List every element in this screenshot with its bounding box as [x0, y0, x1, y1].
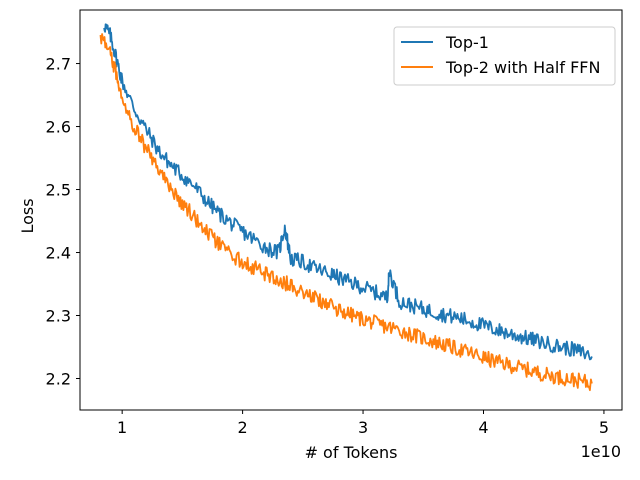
y-axis-label: Loss [18, 198, 37, 233]
legend-label: Top-1 [445, 33, 489, 52]
series-line-2 [99, 33, 593, 392]
legend: Top-1 Top-2 with Half FFN [393, 26, 616, 86]
legend-box [393, 26, 616, 86]
series-layer [99, 23, 593, 392]
x-offset-label: 1e10 [581, 442, 621, 461]
plot-frame [79, 9, 623, 411]
x-axis-label: # of Tokens [305, 443, 398, 462]
x-tick-label: 5 [599, 418, 609, 437]
x-axis: 1 2 3 4 5 [117, 410, 609, 437]
x-tick-label: 3 [358, 418, 368, 437]
x-tick-label: 2 [238, 418, 248, 437]
x-tick-label: 1 [117, 418, 127, 437]
legend-label: Top-2 with Half FFN [445, 58, 600, 77]
x-tick-label: 4 [478, 418, 488, 437]
y-tick-label: 2.3 [46, 307, 71, 326]
y-axis: 2.2 2.3 2.4 2.5 2.6 2.7 [46, 55, 80, 389]
series-line-1 [103, 23, 593, 361]
y-tick-label: 2.2 [46, 370, 71, 389]
y-tick-label: 2.6 [46, 118, 71, 137]
y-tick-label: 2.5 [46, 181, 71, 200]
y-tick-label: 2.4 [46, 244, 71, 263]
y-tick-label: 2.7 [46, 55, 71, 74]
